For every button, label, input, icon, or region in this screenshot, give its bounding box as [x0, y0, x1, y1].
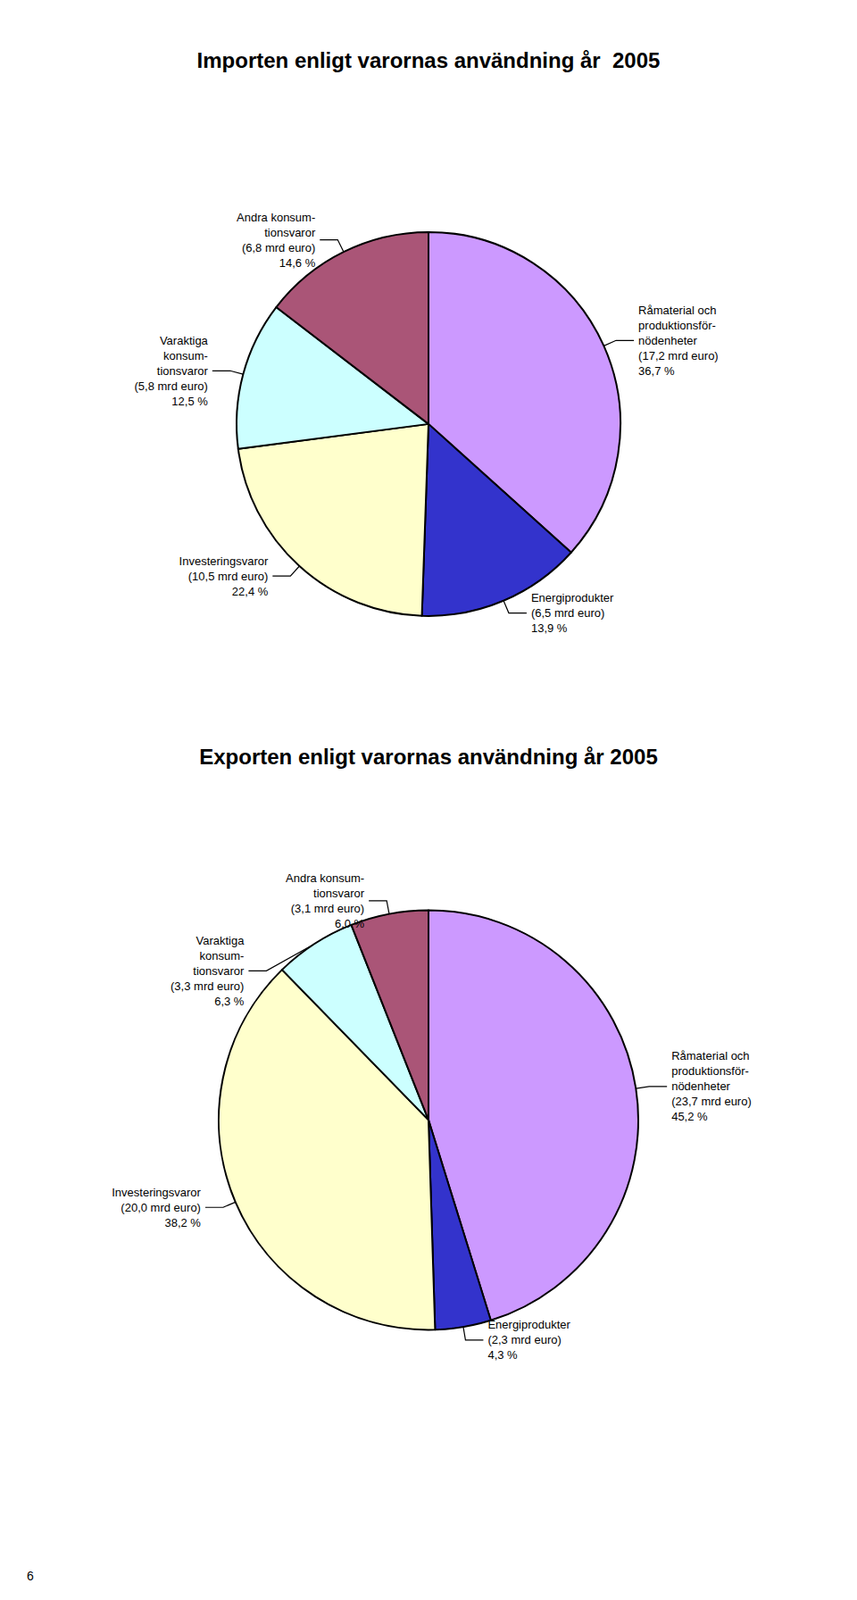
svg-text:36,7 %: 36,7 % — [638, 364, 675, 378]
svg-text:konsum-: konsum- — [163, 349, 209, 363]
svg-text:tionsvaror: tionsvaror — [313, 886, 366, 900]
svg-text:4,3 %: 4,3 % — [487, 1347, 518, 1362]
svg-text:(2,3 mrd euro): (2,3 mrd euro) — [487, 1332, 561, 1347]
svg-text:produktionsför-: produktionsför- — [638, 318, 716, 333]
svg-text:(17,2 mrd euro): (17,2 mrd euro) — [638, 349, 719, 363]
svg-text:Andra konsum-: Andra konsum- — [236, 210, 316, 225]
svg-text:(3,1 mrd euro): (3,1 mrd euro) — [291, 901, 365, 916]
svg-text:14,6 %: 14,6 % — [279, 256, 317, 270]
svg-text:nödenheter: nödenheter — [671, 1079, 731, 1093]
svg-text:Exporten enligt varornas använ: Exporten enligt varornas användning år 2… — [199, 744, 658, 769]
svg-text:nödenheter: nödenheter — [638, 333, 698, 348]
svg-text:(5,8 mrd euro): (5,8 mrd euro) — [133, 379, 208, 393]
svg-text:Energiprodukter: Energiprodukter — [531, 590, 615, 605]
svg-text:13,9 %: 13,9 % — [531, 621, 568, 635]
svg-text:konsum-: konsum- — [199, 948, 245, 963]
svg-text:Råmaterial och: Råmaterial och — [671, 1048, 749, 1063]
svg-text:Varaktiga: Varaktiga — [195, 933, 245, 948]
svg-text:(6,5 mrd euro): (6,5 mrd euro) — [531, 606, 605, 620]
svg-text:(6,8 mrd euro): (6,8 mrd euro) — [241, 241, 316, 255]
svg-text:tionsvaror: tionsvaror — [264, 225, 317, 240]
svg-text:(10,5 mrd euro): (10,5 mrd euro) — [188, 569, 269, 583]
svg-text:6: 6 — [26, 1568, 34, 1583]
svg-text:38,2 %: 38,2 % — [164, 1215, 201, 1230]
svg-text:Andra konsum-: Andra konsum- — [285, 871, 365, 885]
svg-text:6,0 %: 6,0 % — [334, 916, 366, 931]
svg-text:produktionsför-: produktionsför- — [671, 1064, 749, 1078]
svg-text:22,4 %: 22,4 % — [232, 584, 269, 599]
svg-text:Varaktiga: Varaktiga — [159, 333, 209, 348]
svg-text:(23,7 mrd euro): (23,7 mrd euro) — [671, 1094, 752, 1108]
svg-text:Råmaterial och: Råmaterial och — [638, 303, 716, 317]
svg-text:tionsvaror: tionsvaror — [192, 964, 245, 978]
svg-text:Importen enligt varornas använ: Importen enligt varornas användning år 2… — [197, 48, 661, 73]
svg-text:6,3 %: 6,3 % — [214, 994, 245, 1008]
svg-text:(3,3 mrd euro): (3,3 mrd euro) — [170, 979, 244, 993]
svg-text:Investeringsvaror: Investeringsvaror — [179, 554, 269, 568]
svg-text:Energiprodukter: Energiprodukter — [487, 1317, 571, 1332]
svg-text:45,2 %: 45,2 % — [671, 1109, 708, 1124]
svg-text:tionsvaror: tionsvaror — [157, 364, 209, 378]
svg-text:Investeringsvaror: Investeringsvaror — [111, 1185, 201, 1199]
svg-text:12,5 %: 12,5 % — [171, 394, 209, 408]
svg-text:(20,0 mrd euro): (20,0 mrd euro) — [120, 1200, 201, 1215]
